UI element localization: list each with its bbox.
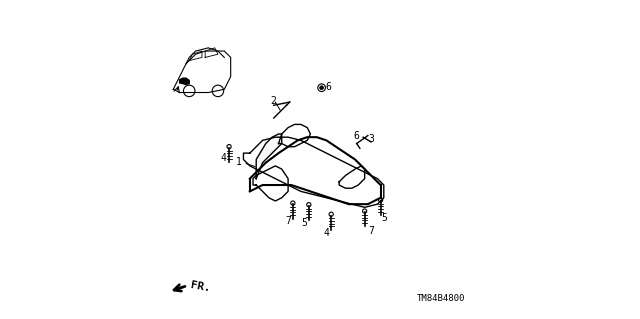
Polygon shape — [256, 134, 282, 179]
Text: 1: 1 — [236, 157, 241, 167]
Polygon shape — [180, 78, 189, 85]
Text: 2: 2 — [270, 96, 276, 106]
Circle shape — [320, 86, 323, 90]
Text: 7: 7 — [368, 226, 374, 236]
Text: 3: 3 — [368, 134, 374, 144]
Text: 5: 5 — [381, 213, 387, 223]
Text: 5: 5 — [301, 218, 307, 228]
Text: 4: 4 — [324, 228, 330, 238]
Text: 6: 6 — [325, 82, 331, 92]
Text: 7: 7 — [285, 216, 291, 226]
Text: 6: 6 — [354, 131, 360, 141]
Text: 4: 4 — [221, 153, 227, 163]
Text: TM84B4800: TM84B4800 — [417, 294, 465, 303]
Text: FR.: FR. — [190, 280, 212, 294]
